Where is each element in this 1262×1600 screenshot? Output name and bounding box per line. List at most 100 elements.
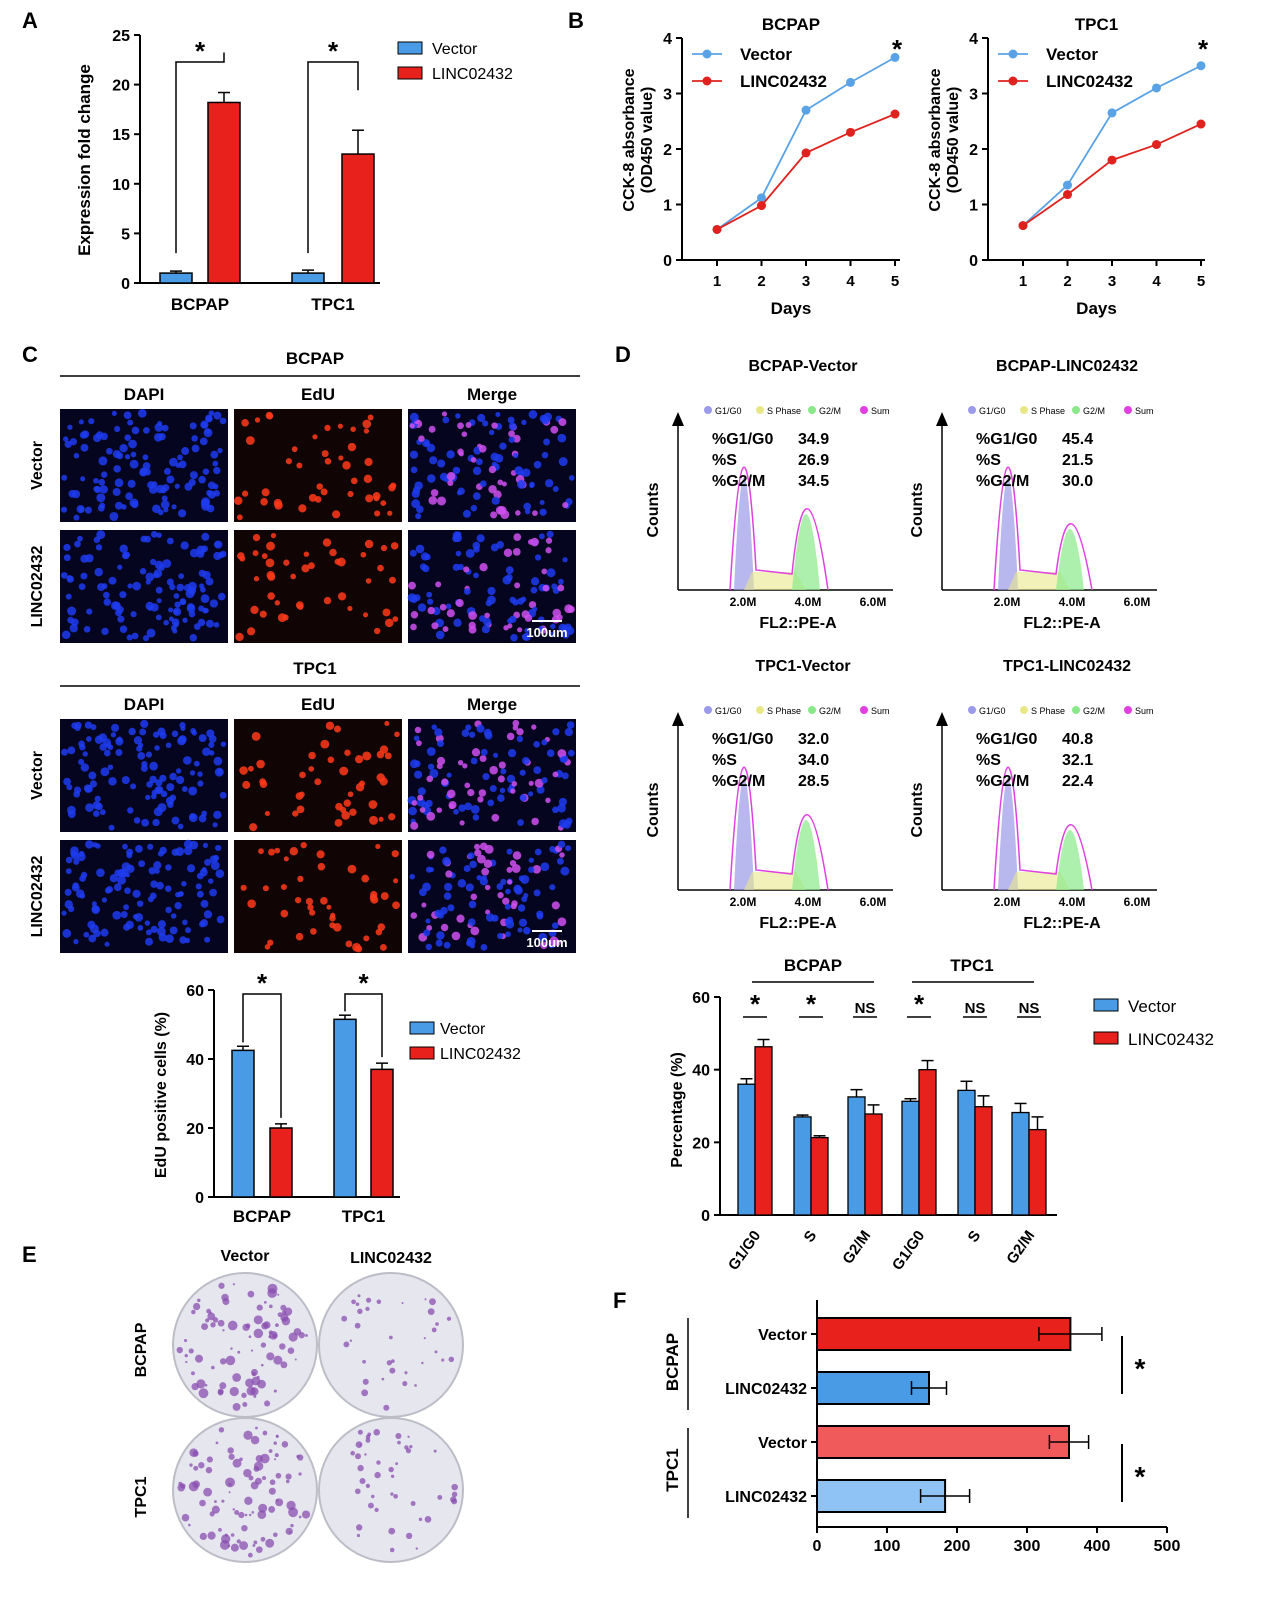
stat-label: %S bbox=[712, 452, 737, 469]
colony bbox=[365, 1483, 371, 1489]
data-point bbox=[1196, 119, 1206, 129]
bar-vector bbox=[793, 1116, 812, 1216]
cell-dot bbox=[437, 496, 446, 506]
colony bbox=[199, 1532, 207, 1541]
cell-dot bbox=[163, 619, 169, 626]
colony bbox=[424, 1298, 427, 1301]
cell-dot bbox=[164, 885, 172, 892]
cell-dot bbox=[354, 755, 364, 764]
cell-dot bbox=[518, 918, 528, 927]
cell-dot bbox=[201, 497, 210, 507]
cell-dot bbox=[189, 548, 199, 558]
legend-label: G2/M bbox=[1083, 406, 1105, 416]
colony bbox=[242, 1401, 248, 1408]
colony bbox=[364, 1453, 367, 1456]
colony bbox=[241, 1524, 248, 1532]
cell-dot bbox=[104, 887, 112, 894]
cell-dot bbox=[178, 460, 187, 469]
cell-dot bbox=[497, 775, 505, 783]
x-axis-label: Days bbox=[771, 299, 812, 318]
colony bbox=[390, 1359, 395, 1364]
cell-dot bbox=[426, 747, 436, 756]
cell-dot bbox=[468, 611, 477, 620]
x-tick-label: 5 bbox=[1197, 273, 1205, 290]
data-point bbox=[757, 193, 766, 203]
cell-dot bbox=[175, 768, 182, 774]
y-tick-label: 60 bbox=[692, 990, 710, 1007]
cell-dot bbox=[96, 530, 106, 540]
cell-dot bbox=[521, 610, 530, 619]
cell-dot bbox=[199, 583, 205, 589]
cell-dot bbox=[256, 759, 265, 769]
cell-dot bbox=[83, 625, 91, 633]
x-category-label: BCPAP bbox=[233, 1207, 291, 1226]
cell-dot bbox=[387, 510, 393, 516]
cell-dot bbox=[324, 457, 332, 465]
significance-mark: * bbox=[914, 989, 925, 1019]
cell-dot bbox=[505, 888, 511, 895]
cell-dot bbox=[409, 549, 417, 557]
bar-linc02432 bbox=[864, 1113, 883, 1216]
cell-dot bbox=[441, 778, 449, 786]
cell-dot bbox=[420, 552, 430, 561]
cell-dot bbox=[99, 809, 106, 816]
colony bbox=[409, 1444, 413, 1449]
cell-dot bbox=[193, 760, 200, 767]
cell-dot bbox=[80, 554, 89, 563]
cell-dot bbox=[220, 741, 227, 747]
scale-label: 100um bbox=[526, 935, 567, 950]
cell-dot bbox=[127, 419, 134, 426]
stat-value: 30.0 bbox=[1062, 473, 1093, 490]
cell-dot bbox=[558, 578, 564, 585]
cell-dot bbox=[549, 936, 559, 946]
cell-dot bbox=[473, 546, 480, 553]
cell-dot bbox=[182, 617, 188, 623]
cell-dot bbox=[139, 567, 147, 575]
panel-d-histograms: BCPAP-Vector G1/G0 S Phase G2/M Sum Counts 2.0… bbox=[645, 358, 1157, 932]
cell-dot bbox=[462, 509, 471, 518]
colony bbox=[427, 1308, 435, 1316]
bar-vector bbox=[816, 1425, 1070, 1459]
cell-dot bbox=[540, 941, 548, 950]
histogram-title: BCPAP-LINC02432 bbox=[996, 358, 1138, 375]
cell-dot bbox=[416, 505, 424, 514]
cell-dot bbox=[521, 468, 531, 477]
cell-dot bbox=[524, 508, 531, 515]
significance-star: * bbox=[328, 36, 339, 66]
cell-dot bbox=[152, 818, 160, 827]
cell-dot bbox=[413, 760, 421, 768]
cell-dot bbox=[491, 813, 500, 822]
cell-dot bbox=[344, 749, 351, 756]
cell-dot bbox=[119, 868, 129, 878]
cell-dot bbox=[148, 485, 158, 494]
stat-label: %G1/G0 bbox=[712, 431, 773, 448]
cell-dot bbox=[188, 786, 198, 796]
cell-dot bbox=[103, 598, 112, 606]
legend-label: LINC02432 bbox=[740, 72, 827, 91]
cell-dot bbox=[476, 854, 486, 864]
legend-label: S Phase bbox=[767, 406, 801, 416]
colony bbox=[407, 1435, 410, 1438]
colony bbox=[262, 1430, 268, 1436]
cell-dot bbox=[374, 627, 381, 635]
colony bbox=[410, 1500, 416, 1506]
colony bbox=[227, 1320, 238, 1331]
cell-dot bbox=[512, 851, 522, 860]
colony bbox=[351, 1299, 356, 1305]
colony bbox=[230, 1543, 239, 1552]
stat-label: %G2/M bbox=[976, 773, 1029, 790]
g2m-peak bbox=[792, 820, 820, 890]
cell-dot bbox=[283, 856, 289, 862]
stat-label: %G2/M bbox=[976, 473, 1029, 490]
cell-dot bbox=[484, 884, 491, 891]
bar-vector bbox=[1011, 1111, 1030, 1216]
legend-label: Sum bbox=[871, 406, 890, 416]
cell-dot bbox=[428, 496, 438, 505]
cell-dot bbox=[472, 492, 481, 500]
cell-dot bbox=[179, 722, 186, 729]
panel-d-bar-chart: 0 20 40 60 Percentage (%) G1/G0 * S * G2/M NS G1/G0… bbox=[669, 956, 1214, 1273]
colony bbox=[197, 1298, 201, 1303]
cell-dot bbox=[123, 923, 131, 931]
cell-dot bbox=[152, 731, 160, 738]
